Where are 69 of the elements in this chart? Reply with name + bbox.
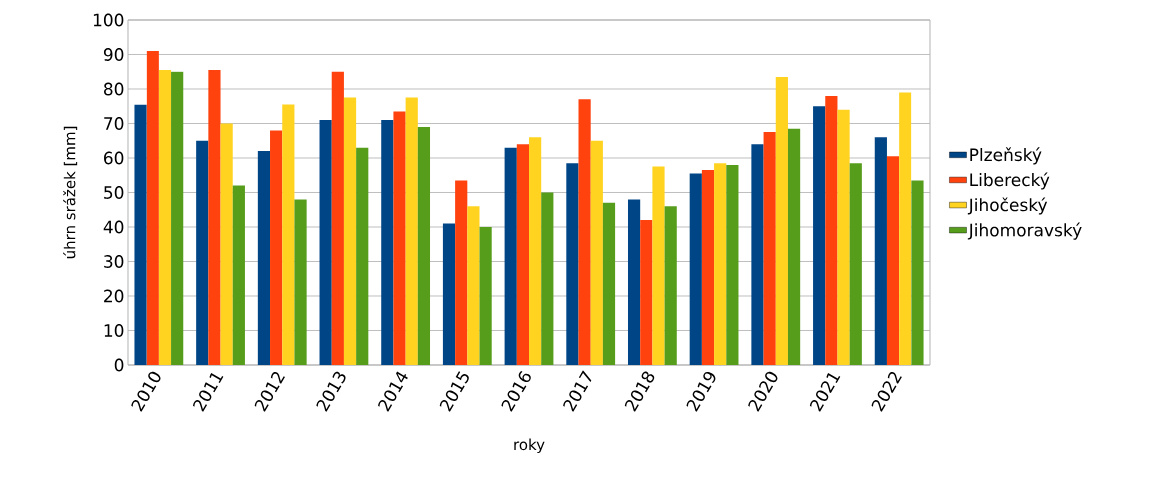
bar <box>504 147 517 365</box>
y-tick-label: 40 <box>103 220 124 234</box>
bar <box>911 180 924 365</box>
bar <box>578 99 591 365</box>
bar <box>529 137 542 365</box>
bar <box>158 70 172 365</box>
bar <box>270 130 283 365</box>
bar <box>232 185 245 365</box>
bar <box>455 180 468 365</box>
bar <box>417 126 431 365</box>
bar <box>714 163 727 365</box>
bar <box>701 170 715 365</box>
bar <box>602 202 616 365</box>
bar <box>257 151 271 365</box>
bar <box>566 163 579 365</box>
y-tick-label: 90 <box>103 48 124 61</box>
bar <box>516 144 530 365</box>
legend-label: Liberecký <box>970 172 1050 190</box>
bar <box>886 156 900 365</box>
bar <box>196 140 209 365</box>
bar <box>664 206 677 365</box>
bar <box>356 147 369 365</box>
bar <box>763 132 776 365</box>
bar <box>590 140 603 365</box>
bar <box>442 223 456 365</box>
bar <box>837 109 850 365</box>
bar <box>849 163 862 365</box>
bar <box>208 70 221 365</box>
bar <box>393 111 406 365</box>
bar <box>319 120 332 365</box>
bar <box>899 92 912 365</box>
y-tick-label: 100 <box>93 13 124 27</box>
bar <box>787 128 801 365</box>
y-tick-label: 0 <box>114 358 124 372</box>
bar <box>405 97 418 365</box>
y-tick-label: 10 <box>104 324 124 337</box>
bar <box>171 71 184 365</box>
bar <box>294 199 307 365</box>
y-tick-label: 30 <box>104 255 124 268</box>
bar <box>331 71 344 365</box>
bar <box>813 106 826 365</box>
bar <box>775 76 788 365</box>
bar <box>874 137 887 365</box>
bar <box>343 97 357 365</box>
bar <box>726 164 739 365</box>
bar <box>652 166 665 365</box>
bar <box>134 104 147 365</box>
y-tick-label: 80 <box>104 82 124 96</box>
bar <box>751 144 764 365</box>
legend-label: Jihočeský <box>967 197 1048 215</box>
bar <box>689 173 702 365</box>
bar <box>825 95 838 365</box>
bar <box>381 120 394 365</box>
bar <box>467 206 480 365</box>
legend-label: Plzeňský <box>970 147 1042 165</box>
bar <box>146 51 159 365</box>
y-tick-label: 20 <box>104 289 124 303</box>
y-tick-label: 70 <box>104 117 124 130</box>
bar <box>220 123 233 365</box>
bar <box>541 192 554 365</box>
legend-label: Jihomoravský <box>967 222 1082 240</box>
bar <box>640 220 653 365</box>
bar <box>479 226 492 365</box>
y-tick-label: 60 <box>104 151 124 165</box>
bar <box>282 104 295 365</box>
y-tick-label: 50 <box>104 186 124 199</box>
y-axis-title: úhrn srážek [mm] <box>63 126 78 259</box>
x-axis-title: roky <box>514 438 545 454</box>
bar <box>627 199 641 365</box>
